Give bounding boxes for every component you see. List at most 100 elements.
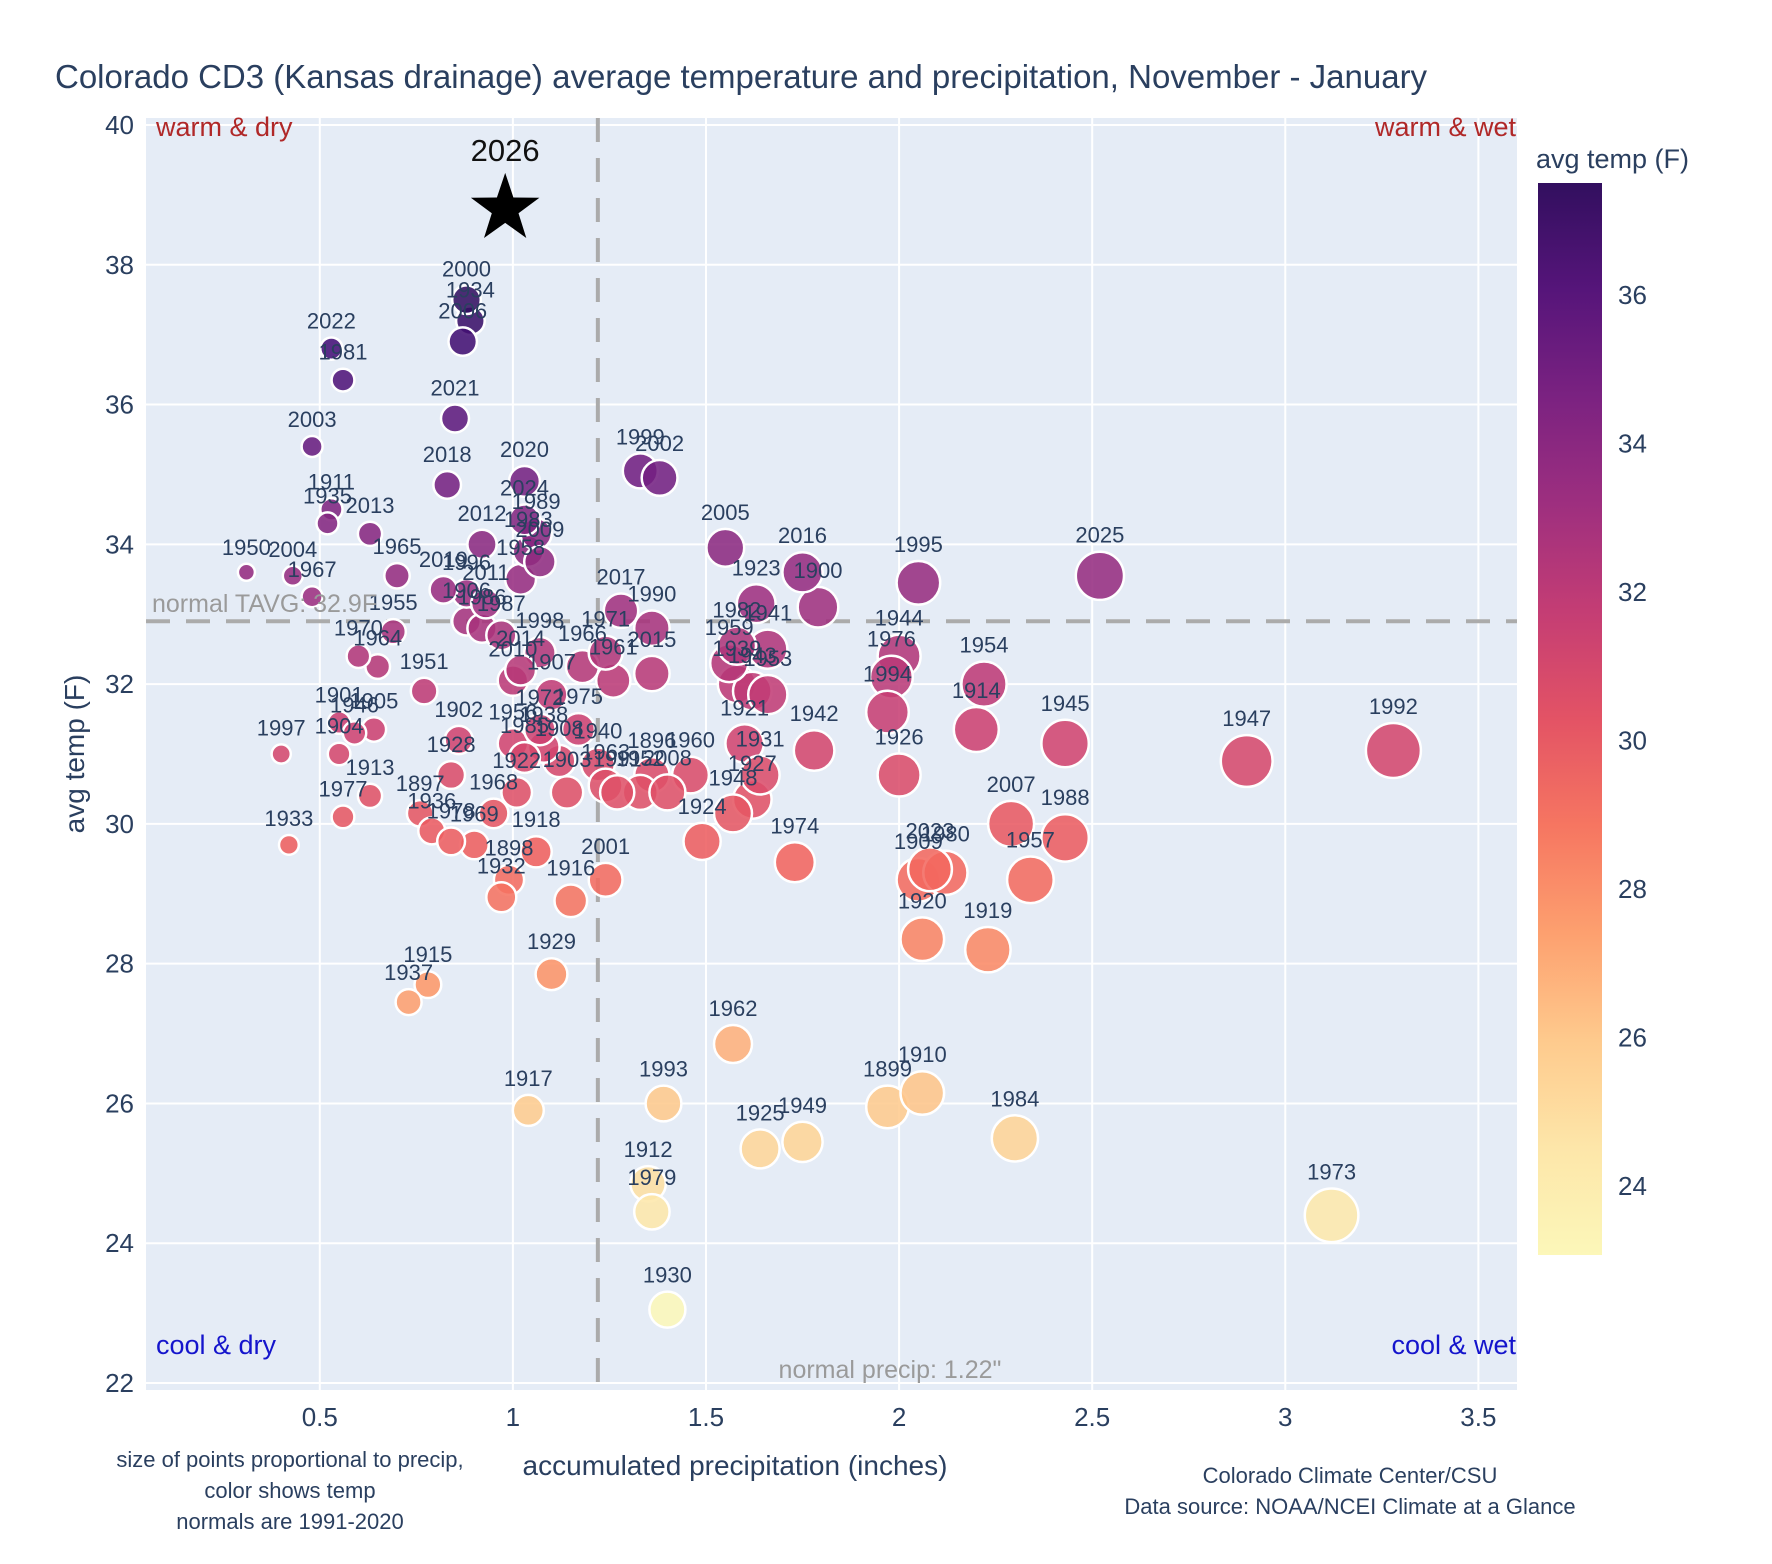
data-point-1971[interactable] (587, 634, 624, 671)
data-point-2024[interactable] (507, 503, 542, 537)
data-point-2011[interactable] (469, 587, 502, 620)
data-point-1993[interactable] (644, 1084, 683, 1123)
data-point-label-1976: 1976 (867, 627, 916, 652)
data-point-1979[interactable] (632, 1192, 671, 1231)
data-point-2016[interactable] (781, 550, 824, 594)
data-point-1914[interactable] (952, 705, 1001, 754)
data-point-1922[interactable] (500, 775, 534, 809)
star-marker-2026[interactable] (470, 172, 540, 238)
data-point-2021[interactable] (439, 403, 471, 434)
data-point-1949[interactable] (781, 1120, 824, 1164)
data-point-1992[interactable] (1364, 721, 1423, 780)
data-point-label-1979: 1979 (627, 1165, 676, 1190)
data-point-1933[interactable] (277, 833, 301, 857)
data-point-2000[interactable] (450, 284, 483, 316)
data-point-1987[interactable] (485, 618, 518, 652)
data-point-1991[interactable] (598, 774, 636, 811)
data-point-2014[interactable] (503, 653, 538, 687)
data-point-1929[interactable] (534, 957, 569, 992)
data-point-1935[interactable] (315, 511, 340, 536)
data-point-1937[interactable] (394, 987, 423, 1017)
data-point-1925[interactable] (739, 1128, 781, 1170)
data-point-2022[interactable] (319, 336, 344, 361)
data-point-2025[interactable] (1074, 550, 1126, 602)
data-point-1973[interactable] (1303, 1187, 1360, 1244)
data-point-label-1998: 1998 (515, 608, 564, 633)
data-point-1955[interactable] (379, 617, 408, 646)
data-point-2001[interactable] (587, 861, 624, 898)
data-point-2015[interactable] (632, 654, 671, 693)
data-point-1967[interactable] (300, 584, 324, 609)
data-point-1930[interactable] (648, 1290, 687, 1329)
data-point-1923[interactable] (735, 583, 777, 625)
data-point-1950[interactable] (236, 562, 257, 583)
data-point-2008[interactable] (648, 773, 687, 812)
data-point-1978[interactable] (435, 826, 467, 857)
data-point-1920[interactable] (899, 916, 946, 963)
data-point-1932[interactable] (485, 881, 518, 914)
data-point-1947[interactable] (1219, 733, 1274, 789)
data-point-1957[interactable] (1005, 855, 1055, 905)
data-point-label-1932: 1932 (477, 853, 526, 878)
data-point-1977[interactable] (330, 804, 356, 830)
data-point-1962[interactable] (712, 1023, 754, 1065)
data-point-1954[interactable] (960, 660, 1008, 708)
data-point-1951[interactable] (409, 676, 439, 706)
data-point-1968[interactable] (477, 797, 510, 830)
data-point-2023[interactable] (906, 846, 954, 893)
data-point-2007[interactable] (986, 799, 1036, 849)
data-point-1997[interactable] (270, 743, 293, 765)
data-point-label-2022: 2022 (307, 309, 356, 334)
data-point-2012[interactable] (466, 528, 498, 561)
data-point-2019[interactable] (428, 574, 459, 605)
data-point-1926[interactable] (876, 752, 922, 798)
credit-line: Colorado Climate Center/CSU (1202, 1463, 1498, 1488)
data-point-1994[interactable] (864, 689, 911, 735)
data-point-2002[interactable] (640, 458, 679, 498)
data-point-1948[interactable] (712, 793, 754, 834)
data-point-1995[interactable] (895, 559, 942, 606)
data-point-1984[interactable] (990, 1114, 1040, 1163)
data-point-1982[interactable] (716, 625, 758, 667)
data-point-1942[interactable] (792, 728, 836, 773)
data-point-1970[interactable] (345, 643, 372, 670)
data-point-1981[interactable] (330, 367, 356, 393)
data-point-2018[interactable] (432, 469, 463, 500)
colorbar-tick-30: 30 (1618, 726, 1647, 756)
data-point-2004[interactable] (281, 564, 305, 588)
data-point-1975[interactable] (560, 711, 597, 748)
data-point-1990[interactable] (632, 609, 671, 648)
data-point-1965[interactable] (383, 561, 411, 590)
data-point-1931[interactable] (739, 754, 781, 796)
data-point-1902[interactable] (443, 724, 475, 756)
data-point-label-1981: 1981 (319, 340, 368, 365)
data-point-1945[interactable] (1040, 718, 1091, 769)
data-point-1985[interactable] (507, 740, 542, 775)
data-point-1919[interactable] (963, 925, 1012, 974)
data-point-1907[interactable] (534, 677, 569, 712)
data-point-1988[interactable] (1040, 812, 1091, 863)
data-point-2013[interactable] (356, 520, 384, 548)
data-point-1913[interactable] (356, 782, 384, 810)
data-point-1903[interactable] (549, 774, 585, 810)
data-point-1916[interactable] (553, 883, 589, 919)
data-point-2017[interactable] (602, 592, 640, 630)
data-point-2020[interactable] (507, 464, 542, 499)
data-point-label-1988: 1988 (1041, 785, 1090, 810)
data-point-1953[interactable] (746, 673, 789, 716)
data-point-1915[interactable] (413, 969, 443, 1000)
data-point-2003[interactable] (300, 434, 324, 459)
data-point-2009[interactable] (522, 544, 557, 579)
data-point-1917[interactable] (511, 1093, 546, 1128)
data-point-1928[interactable] (435, 759, 467, 791)
data-point-1974[interactable] (773, 841, 817, 884)
x-tick-3.5: 3.5 (1460, 1402, 1496, 1432)
data-point-1972[interactable] (522, 712, 557, 747)
data-point-2006[interactable] (447, 326, 479, 358)
data-point-1918[interactable] (519, 834, 553, 869)
data-point-1904[interactable] (326, 741, 352, 767)
data-point-1910[interactable] (899, 1069, 946, 1117)
data-point-2005[interactable] (705, 527, 746, 568)
data-point-1924[interactable] (682, 821, 722, 862)
data-point-1946[interactable] (341, 720, 368, 746)
